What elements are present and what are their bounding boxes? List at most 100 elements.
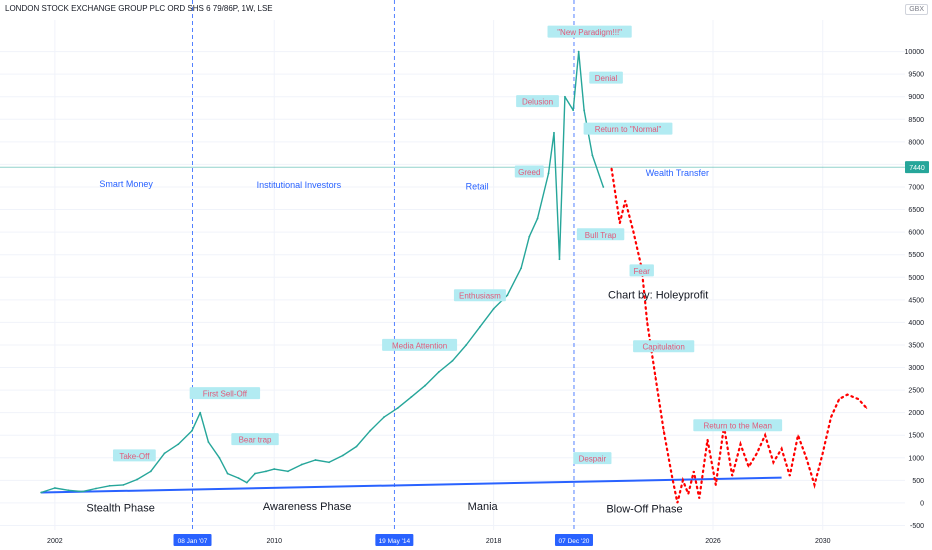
price-point (355, 445, 358, 448)
current-price-badge (905, 161, 929, 174)
price-point (122, 483, 125, 486)
price-series (40, 50, 605, 494)
projection-point (619, 222, 621, 224)
annotation-box (382, 338, 458, 351)
projection-point (846, 394, 849, 396)
projection-point (857, 398, 859, 400)
y-tick-label: 9000 (908, 94, 924, 101)
projection-point (764, 434, 766, 436)
annotation-label: Bull Trap (585, 231, 617, 240)
annotation-box (547, 25, 632, 38)
price-point (67, 489, 70, 492)
phase-label: Mania (468, 501, 499, 513)
projection-point (830, 416, 832, 418)
price-point (108, 484, 111, 487)
annotation-box (189, 387, 261, 400)
date-marker-badge (173, 534, 212, 546)
date-marker-label: 08 Jan '07 (178, 538, 208, 545)
projection-point (797, 434, 799, 436)
annotation-label: Despair (579, 455, 607, 464)
trendline (41, 476, 782, 494)
price-point (163, 452, 166, 455)
date-marker-badge (375, 534, 414, 546)
price-point (149, 470, 152, 473)
projection-point (789, 475, 791, 477)
price-point (95, 487, 97, 490)
projection-point (706, 439, 709, 441)
projection-series (610, 167, 868, 504)
column-label: Smart Money (99, 179, 153, 189)
price-point (287, 470, 289, 473)
projection-point (838, 398, 840, 400)
annotation-box (573, 452, 612, 465)
price-point (328, 461, 330, 464)
price-point (191, 429, 193, 432)
projection-point (772, 461, 774, 463)
y-tick-label: 0 (920, 500, 924, 507)
annotation-labels: Smart Money Institutional Investors Retail… (86, 25, 783, 515)
price-point (300, 463, 303, 466)
y-tick-label: 4000 (908, 320, 924, 327)
y-tick-label: 6500 (908, 207, 924, 214)
annotation-label: Delusion (522, 98, 553, 107)
price-point (424, 384, 426, 387)
y-tick-label: 5000 (908, 275, 924, 282)
projection-point (632, 231, 635, 233)
projection-line (610, 167, 868, 504)
price-point (479, 326, 481, 328)
projection-point (866, 407, 868, 409)
currency-button[interactable]: GBX (905, 4, 928, 15)
y-tick-label: 1000 (908, 455, 924, 462)
price-point (383, 416, 385, 419)
price-point (245, 481, 248, 484)
column-label: Retail (466, 182, 489, 192)
annotation-label: Enthusiasm (459, 292, 501, 301)
x-tick-label: 2002 (47, 538, 63, 545)
annotation-label: "New Paradigm!!!" (557, 28, 622, 37)
y-tick-label: 9500 (908, 72, 924, 79)
y-tick-label: 2000 (908, 410, 924, 417)
y-tick-label: 500 (912, 478, 924, 485)
projection-point (687, 493, 689, 495)
annotation-box (583, 122, 673, 135)
price-point (591, 154, 594, 157)
price-point (558, 258, 561, 261)
projection-point (698, 497, 700, 500)
column-label: Wealth Transfer (646, 168, 709, 178)
price-point (369, 429, 372, 432)
date-marker-lines (192, 0, 575, 530)
annotation-box (516, 95, 559, 108)
date-marker-label: 19 May '14 (379, 538, 411, 545)
price-point (218, 456, 221, 459)
price-point (536, 217, 539, 220)
projection-point (676, 502, 678, 504)
projection-point (715, 484, 717, 486)
x-tick-label: 2026 (705, 538, 721, 545)
projection-point (739, 443, 742, 445)
projection-point (693, 470, 695, 472)
trendline-segment (41, 476, 782, 494)
projection-point (756, 452, 758, 454)
price-point (465, 344, 468, 346)
projection-point (624, 199, 626, 202)
y-tick-label: 3000 (908, 365, 924, 372)
credit-label: Chart by: Holeyprofit (608, 289, 708, 301)
projection-point (805, 457, 807, 459)
annotation-label: Fear (634, 267, 651, 276)
phase-label: Stealth Phase (86, 502, 155, 514)
price-point (273, 468, 276, 470)
price-point (577, 50, 580, 53)
price-point (572, 109, 575, 112)
projection-point (646, 321, 648, 323)
y-tick-label: 7000 (908, 184, 924, 191)
y-tick-label: 5500 (908, 252, 924, 259)
price-point (492, 307, 495, 310)
projection-point (731, 475, 733, 477)
price-point (528, 235, 531, 238)
annotation-box (231, 433, 279, 446)
price-point (553, 131, 555, 134)
price-point (583, 109, 586, 112)
price-point (226, 472, 229, 475)
x-tick-label: 2018 (486, 538, 502, 545)
